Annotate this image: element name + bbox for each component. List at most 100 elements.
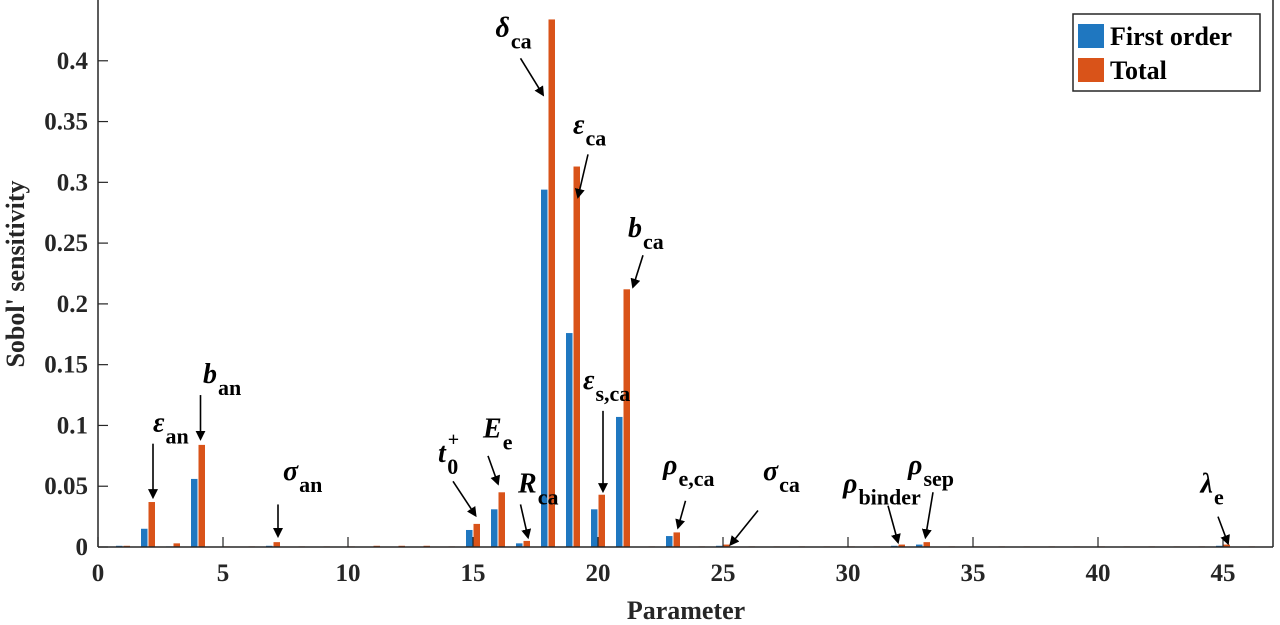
annotation-subscript: 0 [447, 454, 458, 479]
annotation-arrow [729, 510, 759, 547]
annotation-subscript: an [218, 375, 241, 400]
y-tick-label: 0.3 [57, 169, 88, 196]
annotation: Rca [517, 468, 558, 540]
legend-swatch-first-order [1078, 24, 1104, 48]
bar-first-order-p18 [541, 189, 548, 548]
annotation-arrow [487, 455, 501, 486]
annotation-label: εan [153, 408, 189, 449]
bar-total-p45 [1223, 544, 1230, 547]
annotation-subscript: e [503, 430, 513, 455]
annotation-label: σca [763, 456, 800, 497]
annotation-arrow [519, 57, 545, 97]
annotation-arrow [519, 504, 532, 540]
legend: First order Total [1072, 13, 1261, 92]
y-tick-label: 0.15 [44, 352, 88, 379]
annotation-symbol: ρ [842, 468, 857, 499]
annotation-arrow [574, 154, 589, 199]
x-tick-label: 20 [586, 560, 611, 587]
legend-label-total: Total [1110, 56, 1167, 85]
annotation-symbol: δ [496, 12, 510, 43]
annotation-arrow [1217, 516, 1230, 546]
annotation-subscript: binder [858, 484, 921, 509]
bar-total-p23 [673, 532, 680, 547]
bar-total-p15 [473, 523, 480, 547]
annotation-label: ρbinder [842, 468, 921, 509]
x-tick-label: 30 [836, 560, 861, 587]
annotation: ban [195, 359, 241, 441]
annotation-symbol: λ [1200, 468, 1213, 499]
annotation: εs,ca [583, 365, 630, 494]
annotation: t +0 [438, 429, 477, 518]
annotation-label: ρe,ca [662, 450, 714, 491]
bar-first-order-p33 [916, 544, 923, 547]
annotation-subscript: ca [585, 126, 606, 151]
annotation-subscript: ca [779, 472, 800, 497]
legend-swatch-total [1078, 58, 1104, 82]
x-tick-label: 15 [461, 560, 486, 587]
annotation-symbol: t [438, 438, 447, 469]
annotation-superscript: + [448, 429, 459, 451]
annotation: εca [573, 110, 606, 199]
annotation-subscript: sep [923, 466, 954, 491]
x-tick-label: 40 [1086, 560, 1111, 587]
annotation-subscript: an [299, 472, 322, 497]
annotation-label: Ee [482, 414, 513, 455]
annotation-subscript: ca [538, 484, 559, 509]
y-tick-label: 0.25 [44, 230, 88, 257]
bar-total-p19 [573, 166, 580, 547]
axes-layer: 0 5 10 15 20 25 30 35 40 45 0 0.05 0.1 0.15 0.2 0.25 0.3… [44, 0, 1274, 587]
bar-total-p7 [273, 542, 280, 547]
annotation-symbol: E [482, 414, 502, 445]
bar-first-order-p20 [591, 509, 598, 547]
annotation-arrow [452, 480, 477, 518]
x-tick-label: 0 [92, 560, 105, 587]
annotation-label: Rca [517, 468, 558, 509]
annotation-subscript: ca [511, 28, 532, 53]
bar-first-order-p21 [616, 416, 623, 547]
annotation: ρsep [907, 450, 954, 540]
annotation: bca [628, 213, 664, 289]
annotation-arrow [921, 492, 934, 540]
annotation: σca [729, 456, 800, 547]
annotation-symbol: R [517, 468, 537, 499]
annotation-subscript: e [1214, 484, 1224, 509]
bar-total-p18 [548, 19, 555, 547]
bar-total-p25 [723, 544, 730, 547]
bar-total-p20 [598, 494, 605, 547]
annotation-label: bca [628, 213, 664, 254]
annotation-label: δca [496, 12, 532, 53]
bar-total-p32 [898, 544, 905, 547]
annotation-subscript: an [165, 424, 188, 449]
bar-first-order-p2 [141, 528, 148, 547]
annotation-subscript: e,ca [678, 466, 714, 491]
bar-total-p2 [148, 502, 155, 547]
annotation: ρe,ca [662, 450, 714, 530]
annotation-label: λe [1200, 468, 1224, 509]
annotation-label: εs,ca [583, 365, 630, 406]
bar-total-p16 [498, 492, 505, 547]
y-tick-label: 0.05 [44, 473, 88, 500]
annotation-symbol: σ [283, 456, 299, 487]
annotation-label: σan [283, 456, 322, 497]
annotation: εan [148, 408, 189, 500]
bar-first-order-p4 [191, 478, 198, 547]
y-tick-label: 0.4 [57, 48, 89, 75]
x-tick-label: 35 [961, 560, 986, 587]
annotation: δca [496, 12, 545, 97]
annotation-subscript: s,ca [595, 381, 630, 406]
annotation: σan [273, 456, 322, 539]
y-tick-label: 0 [76, 534, 89, 561]
annotation-symbol: ε [573, 110, 585, 141]
x-tick-label: 10 [336, 560, 361, 587]
bar-total-p33 [923, 542, 930, 547]
annotation-symbol: σ [763, 456, 779, 487]
bar-total-p17 [523, 540, 530, 547]
bar-first-order-p17 [516, 543, 523, 547]
bar-first-order-p19 [566, 333, 573, 547]
annotation-symbol: ε [153, 408, 165, 439]
y-tick-label: 0.35 [44, 109, 88, 136]
bar-total-p4 [198, 444, 205, 547]
bar-first-order-p16 [491, 509, 498, 547]
